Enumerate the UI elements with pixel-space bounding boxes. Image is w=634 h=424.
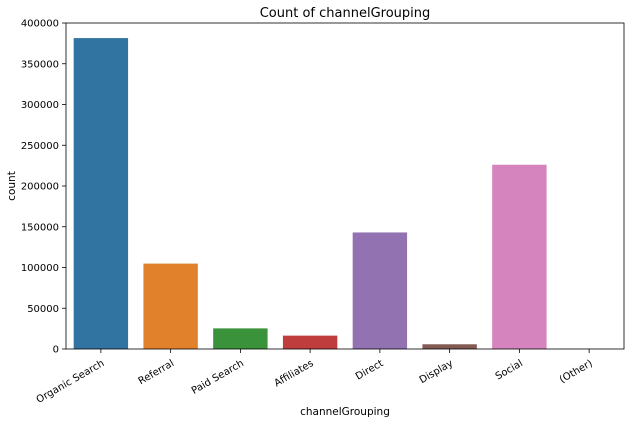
y-tick-label-250000: 250000	[21, 141, 59, 152]
y-tick-label-300000: 300000	[21, 100, 59, 111]
chart-title: Count of channelGrouping	[260, 6, 431, 21]
y-tick-label-400000: 400000	[21, 19, 59, 30]
y-tick-label-150000: 150000	[21, 222, 59, 233]
bar-display	[422, 344, 477, 349]
bar-referral	[143, 263, 198, 349]
y-axis: 0 50000 100000 150000 200000 250000 300000 3500…	[21, 19, 66, 356]
bar-affiliates	[282, 335, 338, 349]
y-tick-label-350000: 350000	[21, 59, 59, 70]
y-tick-label-0: 0	[53, 345, 59, 356]
x-axis-label: channelGrouping	[300, 406, 390, 418]
bar-paid-search	[213, 328, 268, 349]
bars-group	[73, 38, 617, 349]
bar-social	[492, 164, 547, 349]
bar-organic-search	[73, 38, 129, 349]
bar-direct	[352, 232, 408, 349]
y-tick-label-100000: 100000	[21, 263, 59, 274]
y-tick-label-50000: 50000	[27, 304, 59, 315]
y-axis-label: count	[6, 171, 18, 201]
plot-frame	[65, 22, 625, 350]
y-tick-label-200000: 200000	[21, 182, 59, 193]
